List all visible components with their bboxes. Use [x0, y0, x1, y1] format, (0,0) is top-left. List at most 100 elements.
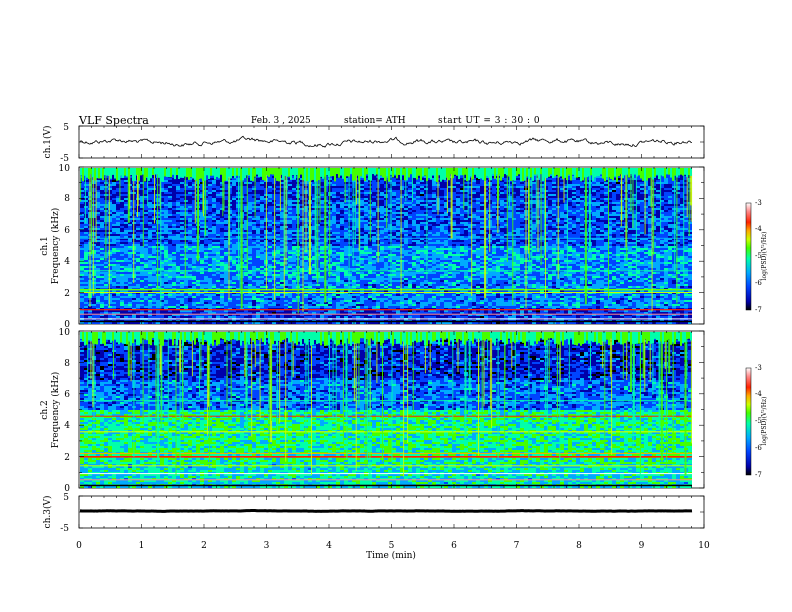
spectrogram-cell: [84, 188, 88, 190]
spectrogram-cell: [460, 220, 464, 222]
spectrogram-cell: [432, 210, 436, 212]
spectrogram-cell: [344, 214, 348, 216]
spectrogram-cell: [656, 226, 660, 228]
spectrogram-cell: [164, 176, 168, 178]
spectrogram-cell: [480, 188, 484, 190]
spectrogram-cell: [412, 206, 416, 208]
spectrogram-cell: [144, 232, 148, 234]
spectrogram-cell: [596, 216, 600, 218]
spectrogram-cell: [188, 206, 192, 208]
spectrogram-cell: [112, 222, 116, 224]
spectrogram-cell: [384, 198, 388, 200]
spectrogram-cell: [396, 230, 400, 232]
spectrogram-cell: [340, 212, 344, 214]
spectrogram-cell: [108, 192, 112, 194]
spectrogram-cell: [668, 204, 672, 206]
spectrogram-cell: [604, 188, 608, 190]
spectrogram-cell: [440, 224, 444, 226]
spectrogram-cell: [548, 220, 552, 222]
spectrogram-cell: [220, 224, 224, 226]
spectrogram-cell: [592, 212, 596, 214]
spectrogram-cell: [336, 180, 340, 182]
spectrogram-cell: [372, 186, 376, 188]
spectrogram-cell: [572, 216, 576, 218]
spectrogram-cell: [392, 224, 396, 226]
spectrogram-cell: [464, 188, 468, 190]
spectrogram-cell: [136, 232, 140, 234]
spectrogram-cell: [664, 228, 668, 230]
spectrogram-cell: [80, 224, 84, 226]
spectrogram-cell: [200, 222, 204, 224]
spectrogram-cell: [416, 218, 420, 220]
spectrogram-cell: [508, 220, 512, 222]
spectrogram-cell: [480, 198, 484, 200]
spectrogram-cell: [272, 208, 276, 210]
spectrogram-cell: [684, 226, 688, 228]
spectrogram-cell: [576, 228, 580, 230]
spectrogram-cell: [260, 188, 264, 190]
spectrogram-cell: [568, 224, 572, 226]
spectrogram-cell: [176, 192, 180, 194]
spectrogram-cell: [92, 210, 96, 212]
spectrogram-cell: [364, 230, 368, 232]
spectrogram-cell: [120, 198, 124, 200]
spectrogram-cell: [552, 188, 556, 190]
spectrogram-cell: [288, 202, 292, 204]
spectrogram-cell: [516, 176, 520, 178]
spectrogram-cell: [352, 182, 356, 184]
spectrogram-cell: [184, 212, 188, 214]
spectrogram-cell: [464, 220, 468, 222]
spectrogram-cell: [520, 194, 524, 196]
spectrogram-cell: [500, 196, 504, 198]
spectrogram-cell: [260, 182, 264, 184]
spectrogram-cell: [384, 196, 388, 198]
spectrogram-cell: [140, 176, 144, 178]
spectrogram-cell: [664, 190, 668, 192]
spectrogram-cell: [100, 230, 104, 232]
spectrogram-cell: [552, 196, 556, 198]
spectrogram-cell: [656, 180, 660, 182]
spectrogram-cell: [472, 190, 476, 192]
spectrogram-cell: [596, 188, 600, 190]
spectrogram-cell: [168, 208, 172, 210]
spectrogram-cell: [476, 220, 480, 222]
spectrogram-cell: [184, 218, 188, 220]
spectrogram-cell: [384, 200, 388, 202]
spectrogram-cell: [84, 198, 88, 200]
spectrogram-cell: [164, 230, 168, 232]
spectrogram-cell: [532, 198, 536, 200]
spectrogram-cell: [288, 198, 292, 200]
spectrogram-cell: [200, 218, 204, 220]
spectrogram-cell: [464, 194, 468, 196]
spectrogram-cell: [532, 212, 536, 214]
spectrogram-cell: [312, 182, 316, 184]
spectrogram-cell: [212, 212, 216, 214]
spectrogram-cell: [216, 190, 220, 192]
spectrogram-cell: [516, 214, 520, 216]
spectrogram-cell: [248, 186, 252, 188]
spectrogram-cell: [180, 192, 184, 194]
spectrogram-cell: [464, 196, 468, 198]
spectrogram-cell: [480, 228, 484, 230]
spectrogram-cell: [92, 184, 96, 186]
spectrogram-cell: [276, 220, 280, 222]
spectrogram-cell: [124, 224, 128, 226]
spectrogram-cell: [112, 224, 116, 226]
spectrogram-cell: [100, 194, 104, 196]
spectrogram-cell: [464, 212, 468, 214]
spectrogram-cell: [288, 230, 292, 232]
spectrogram-cell: [568, 192, 572, 194]
spectrogram-cell: [592, 184, 596, 186]
spectrogram-cell: [108, 208, 112, 210]
spectrogram-cell: [560, 222, 564, 224]
spectrogram-cell: [288, 226, 292, 228]
spectrogram-cell: [416, 198, 420, 200]
spectrogram-cell: [188, 216, 192, 218]
spectrogram-cell: [440, 212, 444, 214]
spectrogram-cell: [396, 208, 400, 210]
spectrogram-cell: [456, 188, 460, 190]
spectrogram-cell: [164, 180, 168, 182]
spectrogram-cell: [288, 200, 292, 202]
spectrogram-cell: [220, 214, 224, 216]
spectrogram-cell: [164, 200, 168, 202]
